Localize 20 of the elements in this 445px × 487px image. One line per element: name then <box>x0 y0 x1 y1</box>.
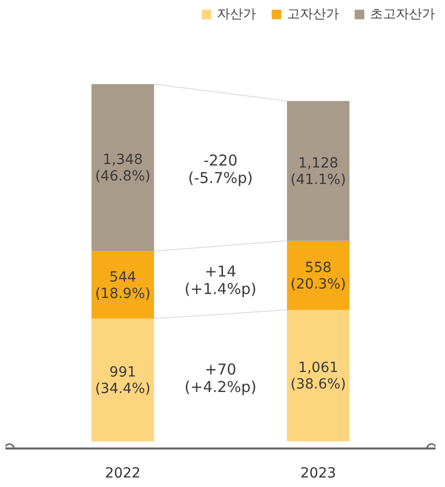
bar <box>286 240 350 310</box>
annotation: +70 (+4.2%p) <box>184 360 256 396</box>
data-label: 991 (34.4%) <box>95 364 150 397</box>
data-label: 1,061 (38.6%) <box>290 360 346 393</box>
annotation: +14 (+1.4%p) <box>184 262 256 298</box>
bar <box>92 318 154 442</box>
data-label: 558 (20.3%) <box>290 260 346 292</box>
bar <box>286 100 350 241</box>
bar <box>92 84 154 252</box>
bar <box>92 251 154 319</box>
legend-label: 고자산가 <box>287 6 339 23</box>
data-label: 1,128 (41.1%) <box>290 155 346 188</box>
data-label: 544 (18.9%) <box>95 269 150 302</box>
annotation: -220 (-5.7%p) <box>188 152 253 188</box>
legend-label: 자산가 <box>217 6 256 23</box>
x-tick-label: 2022 <box>104 466 141 482</box>
x-tick-label: 2023 <box>300 466 336 482</box>
bar <box>286 310 350 442</box>
legend-label: 초고자산가 <box>370 6 435 23</box>
data-label: 1,348 (46.8%) <box>95 152 150 185</box>
